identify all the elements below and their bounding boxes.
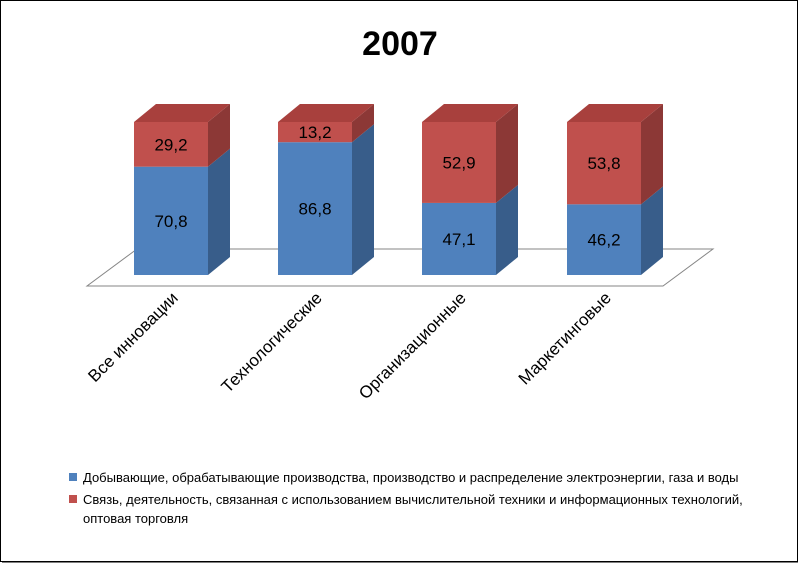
data-label-s1-3: 47,1 [442, 230, 475, 249]
bar-front-s1-4 [567, 204, 641, 275]
legend-label-series-1: Добывающие, обрабатывающие производства,… [83, 470, 739, 485]
bar-side-s1-2 [352, 124, 374, 275]
data-label-s1-2: 86,8 [298, 200, 331, 219]
bar-front-s2-3 [422, 122, 496, 203]
data-label-s2-2: 13,2 [298, 123, 331, 142]
bar-side-s1-4 [641, 186, 663, 275]
bar-top-1 [134, 104, 230, 122]
data-label-s2-1: 29,2 [154, 135, 187, 154]
bar-front-s2-4 [567, 122, 641, 205]
category-label-2: Технологические [218, 288, 326, 396]
bar-front-s2-2 [278, 122, 352, 143]
chart-title: 2007 [362, 25, 438, 63]
legend: Добывающие, обрабатывающие производства,… [69, 468, 789, 531]
bar-front-s1-1 [134, 166, 208, 275]
legend-swatch-series-1 [69, 473, 77, 481]
bar-front-s2-1 [134, 122, 208, 167]
legend-item-series-2: Связь, деятельность, связанная с использ… [69, 490, 789, 528]
legend-label-series-2: Связь, деятельность, связанная с использ… [83, 492, 743, 526]
category-label-4: Маркетинговые [515, 288, 615, 388]
bar-front-s1-3 [422, 202, 496, 275]
data-label-s2-4: 53,8 [587, 154, 620, 173]
bar-front-s1-2 [278, 142, 352, 275]
bar-side-s2-4 [641, 104, 663, 205]
bar-top-4 [567, 104, 663, 122]
bar-side-s2-2 [352, 104, 374, 143]
legend-item-series-1: Добывающие, обрабатывающие производства,… [69, 468, 789, 487]
bar-top-3 [422, 104, 518, 122]
bar-side-s1-1 [208, 148, 230, 275]
chart-floor [85, 248, 715, 287]
category-label-3: Организационные [355, 288, 470, 403]
data-label-s2-3: 52,9 [442, 153, 475, 172]
data-label-s1-4: 46,2 [587, 231, 620, 250]
bar-side-s1-3 [496, 184, 518, 275]
bars-group: 70,8 29,2 86,8 13,2 47,1 52,9 46,2 53,8 [134, 104, 663, 275]
category-label-1: Все инновации [84, 288, 181, 385]
bar-top-2 [278, 104, 374, 122]
legend-swatch-series-2 [69, 495, 77, 503]
category-labels: Все инновации Технологические Организацион… [84, 288, 614, 403]
data-label-s1-1: 70,8 [154, 212, 187, 231]
bar-side-s2-1 [208, 104, 230, 167]
bar-side-s2-3 [496, 104, 518, 203]
